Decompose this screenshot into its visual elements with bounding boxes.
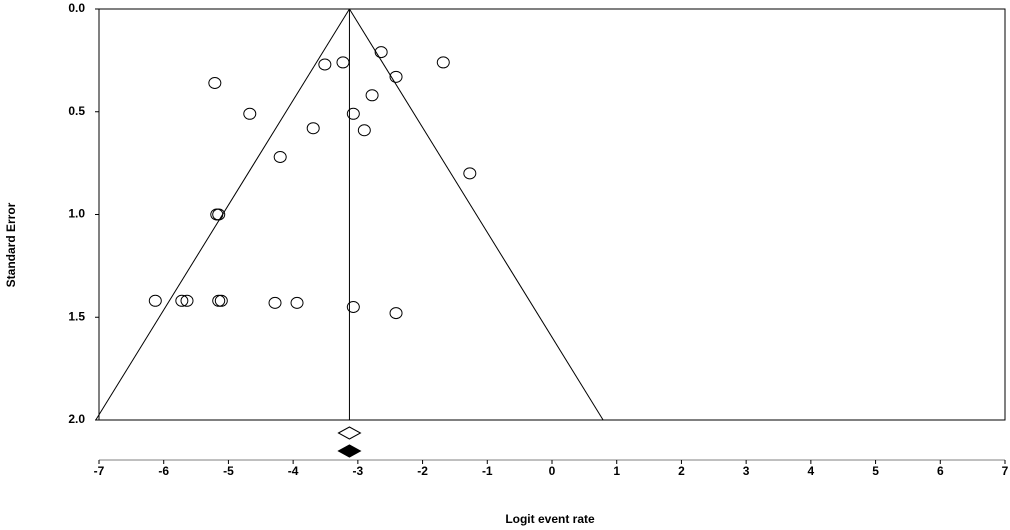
x-tick-label: -1	[482, 464, 493, 478]
study-point	[365, 89, 379, 102]
study-point	[243, 107, 257, 120]
x-tick-label: 7	[1002, 464, 1009, 478]
study-point	[336, 56, 350, 69]
y-tick-label: 1.5	[68, 309, 85, 323]
y-tick-label: 1.0	[68, 207, 85, 221]
study-point	[463, 167, 477, 180]
study-point	[180, 294, 194, 307]
study-point	[212, 208, 226, 221]
study-point	[306, 122, 320, 135]
study-point	[374, 46, 388, 59]
plot-frame	[98, 8, 1006, 421]
x-tick-label: -3	[353, 464, 364, 478]
x-tick-label: 2	[678, 464, 685, 478]
study-point	[318, 58, 332, 71]
study-point	[212, 294, 226, 307]
x-tick-label: -6	[158, 464, 169, 478]
study-point	[214, 294, 228, 307]
funnel-right-line	[349, 8, 604, 421]
summary-diamond	[337, 426, 362, 440]
study-point	[273, 150, 287, 163]
study-point	[148, 294, 162, 307]
y-tick-label: 2.0	[68, 412, 85, 426]
study-point	[208, 76, 222, 89]
study-point	[357, 124, 371, 137]
x-tick-label: -7	[94, 464, 105, 478]
x-axis-title: Logit event rate	[505, 512, 595, 526]
study-point	[389, 307, 403, 320]
y-axis-title: Standard Error	[4, 202, 18, 287]
summary-diamond	[337, 444, 362, 458]
study-point	[268, 296, 282, 309]
x-tick-label: -2	[417, 464, 428, 478]
x-tick-label: -5	[223, 464, 234, 478]
study-point	[389, 70, 403, 83]
x-tick-label: -4	[288, 464, 299, 478]
x-tick-label: 5	[872, 464, 879, 478]
x-tick-label: 6	[937, 464, 944, 478]
study-point	[175, 294, 189, 307]
study-point	[346, 107, 360, 120]
study-point	[436, 56, 450, 69]
y-tick-label: 0.5	[68, 104, 85, 118]
x-tick-label: 0	[549, 464, 556, 478]
y-tick-label: 0.0	[68, 1, 85, 15]
x-tick-label: 4	[808, 464, 815, 478]
study-point	[290, 296, 304, 309]
study-point	[346, 300, 360, 313]
x-tick-label: 1	[613, 464, 620, 478]
x-tick-label: 3	[743, 464, 750, 478]
